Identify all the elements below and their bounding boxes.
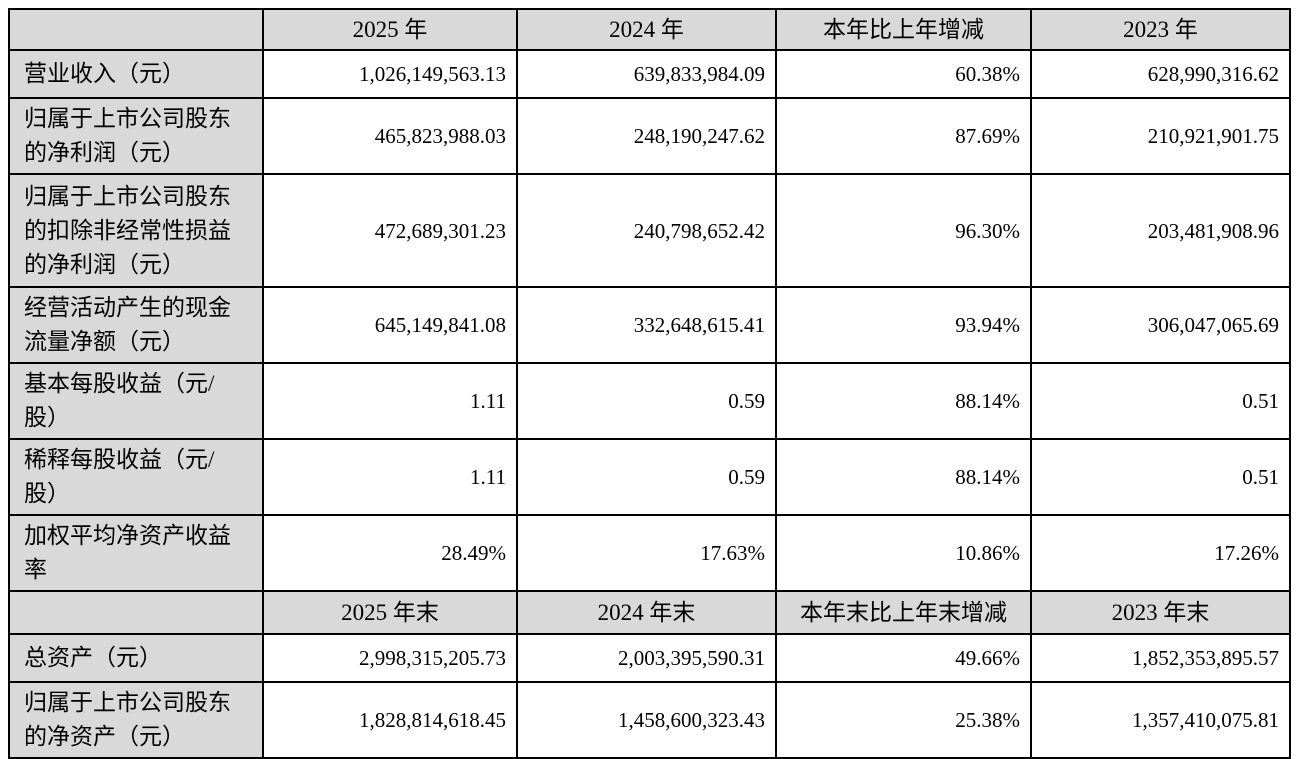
value-yoy-change: 96.30% — [775, 173, 1032, 288]
value-yoy-change: 87.69% — [775, 97, 1032, 175]
value-2025: 28.49% — [262, 514, 518, 592]
value-yoy-change: 10.86% — [775, 514, 1032, 592]
col-header-2023: 2023 年 — [1030, 8, 1291, 51]
value-2024: 0.59 — [516, 438, 777, 516]
value-yoy-change: 60.38% — [775, 49, 1032, 99]
value-2025: 472,689,301.23 — [262, 173, 518, 288]
table-row-revenue: 营业收入（元） 1,026,149,563.13 639,833,984.09 … — [8, 49, 1291, 99]
value-2025: 2,998,315,205.73 — [262, 633, 518, 683]
row-label: 归属于上市公司股东的扣除非经常性损益的净利润（元） — [8, 173, 264, 288]
value-yoy-change: 88.14% — [775, 362, 1032, 440]
value-2025: 465,823,988.03 — [262, 97, 518, 175]
table-row-basic-eps: 基本每股收益（元/股） 1.11 0.59 88.14% 0.51 — [8, 362, 1291, 440]
financial-summary-table: 2025 年 2024 年 本年比上年增减 2023 年 营业收入（元） 1,0… — [8, 8, 1291, 759]
table-row-net-profit: 归属于上市公司股东的净利润（元） 465,823,988.03 248,190,… — [8, 97, 1291, 175]
table-row-total-assets: 总资产（元） 2,998,315,205.73 2,003,395,590.31… — [8, 633, 1291, 683]
value-2024: 2,003,395,590.31 — [516, 633, 777, 683]
row-label: 营业收入（元） — [8, 49, 264, 99]
value-2023: 0.51 — [1030, 362, 1291, 440]
table-row-net-profit-excl-nonrecurring: 归属于上市公司股东的扣除非经常性损益的净利润（元） 472,689,301.23… — [8, 173, 1291, 288]
col-header-yoy-change: 本年比上年增减 — [775, 8, 1032, 51]
value-2024: 248,190,247.62 — [516, 97, 777, 175]
table-row-diluted-eps: 稀释每股收益（元/股） 1.11 0.59 88.14% 0.51 — [8, 438, 1291, 516]
value-2025: 1,828,814,618.45 — [262, 681, 518, 759]
header-row-year-end: 2025 年末 2024 年末 本年末比上年末增减 2023 年末 — [8, 590, 1291, 635]
col-header-2025-end: 2025 年末 — [262, 590, 518, 635]
value-2023: 1,852,353,895.57 — [1030, 633, 1291, 683]
row-label: 总资产（元） — [8, 633, 264, 683]
row-label: 经营活动产生的现金流量净额（元） — [8, 286, 264, 364]
col-header-2024: 2024 年 — [516, 8, 777, 51]
table-row-operating-cash-flow: 经营活动产生的现金流量净额（元） 645,149,841.08 332,648,… — [8, 286, 1291, 364]
value-2025: 1.11 — [262, 362, 518, 440]
table-row-net-assets: 归属于上市公司股东的净资产（元） 1,828,814,618.45 1,458,… — [8, 681, 1291, 759]
row-label: 稀释每股收益（元/股） — [8, 438, 264, 516]
value-2023: 0.51 — [1030, 438, 1291, 516]
corner-cell — [8, 8, 264, 51]
col-header-year-end-change: 本年末比上年末增减 — [775, 590, 1032, 635]
col-header-2024-end: 2024 年末 — [516, 590, 777, 635]
value-2023: 17.26% — [1030, 514, 1291, 592]
row-label: 加权平均净资产收益率 — [8, 514, 264, 592]
header-row-annual: 2025 年 2024 年 本年比上年增减 2023 年 — [8, 8, 1291, 51]
row-label: 基本每股收益（元/股） — [8, 362, 264, 440]
value-2023: 306,047,065.69 — [1030, 286, 1291, 364]
value-2024: 1,458,600,323.43 — [516, 681, 777, 759]
value-yoy-change: 93.94% — [775, 286, 1032, 364]
value-yoy-change: 25.38% — [775, 681, 1032, 759]
table-row-weighted-avg-roe: 加权平均净资产收益率 28.49% 17.63% 10.86% 17.26% — [8, 514, 1291, 592]
value-2023: 210,921,901.75 — [1030, 97, 1291, 175]
value-2025: 1.11 — [262, 438, 518, 516]
value-yoy-change: 49.66% — [775, 633, 1032, 683]
value-2025: 645,149,841.08 — [262, 286, 518, 364]
value-2023: 628,990,316.62 — [1030, 49, 1291, 99]
col-header-2023-end: 2023 年末 — [1030, 590, 1291, 635]
value-2023: 1,357,410,075.81 — [1030, 681, 1291, 759]
corner-cell — [8, 590, 264, 635]
value-yoy-change: 88.14% — [775, 438, 1032, 516]
value-2024: 17.63% — [516, 514, 777, 592]
col-header-2025: 2025 年 — [262, 8, 518, 51]
row-label: 归属于上市公司股东的净利润（元） — [8, 97, 264, 175]
row-label: 归属于上市公司股东的净资产（元） — [8, 681, 264, 759]
value-2024: 639,833,984.09 — [516, 49, 777, 99]
value-2023: 203,481,908.96 — [1030, 173, 1291, 288]
value-2024: 240,798,652.42 — [516, 173, 777, 288]
value-2024: 332,648,615.41 — [516, 286, 777, 364]
value-2024: 0.59 — [516, 362, 777, 440]
value-2025: 1,026,149,563.13 — [262, 49, 518, 99]
